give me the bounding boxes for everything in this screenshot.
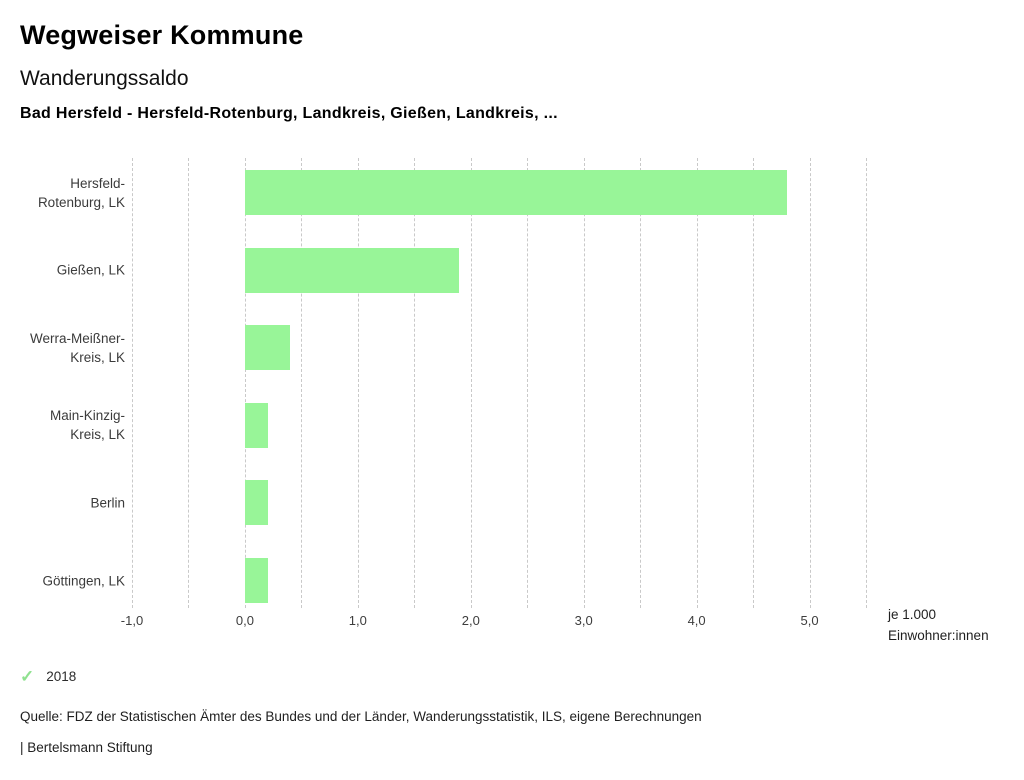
gridline (753, 158, 755, 608)
x-axis-tick: 5,0 (800, 613, 819, 628)
legend-label: 2018 (46, 669, 77, 684)
gridline (357, 158, 359, 608)
x-axis-tick: 2,0 (461, 613, 480, 628)
x-axis-tick: 4,0 (687, 613, 706, 628)
gridline (188, 158, 190, 608)
y-axis-label: Gießen, LK (56, 262, 125, 278)
bar-gießen-lk[interactable] (244, 247, 460, 293)
source-text: Quelle: FDZ der Statistischen Ämter des … (20, 709, 702, 724)
gridline (640, 158, 642, 608)
y-axis-label: Main-Kinzig-Kreis, LK (49, 408, 125, 443)
gridline (132, 158, 133, 608)
x-axis-tick: -1,0 (120, 613, 144, 628)
legend-item-2018[interactable]: ✓ 2018 (20, 668, 76, 685)
y-axis-label: Göttingen, LK (42, 573, 125, 588)
gridline (470, 158, 472, 608)
gridline (244, 158, 246, 608)
axis-unit-label: je 1.000 Einwohner:innen (888, 604, 989, 646)
gridline (866, 158, 867, 608)
x-axis-tick: 1,0 (348, 613, 367, 628)
attribution-text: | Bertelsmann Stiftung (20, 740, 153, 755)
gridline (583, 158, 585, 608)
bar-göttingen-lk[interactable] (244, 558, 268, 603)
x-axis-tick: 0,0 (235, 613, 254, 628)
check-icon: ✓ (20, 667, 35, 686)
x-axis-ticks: -1,0 0,0 1,0 2,0 3,0 4,0 5,0 (121, 613, 866, 631)
bar-berlin[interactable] (244, 480, 268, 526)
gridline (696, 158, 698, 608)
y-axis-label: Hersfeld-Rotenburg, LK (37, 175, 125, 210)
bar-werra-meißner-kreis-lk[interactable] (244, 325, 291, 371)
gridline (527, 158, 529, 608)
gridline (809, 158, 811, 608)
y-axis-labels: Hersfeld-Rotenburg, LK Gießen, LK Werra-Me… (0, 158, 125, 608)
chart-selection: Bad Hersfeld - Hersfeld-Rotenburg, Landk… (20, 105, 558, 122)
gridline (301, 158, 303, 608)
axis-unit-line-1: je 1.000 (888, 607, 937, 622)
axis-unit-line-2: Einwohner:innen (888, 628, 989, 643)
y-axis-label: Berlin (90, 495, 125, 511)
bar-hersfeld-rotenburg-lk[interactable] (244, 170, 787, 215)
chart-title: Wanderungssaldo (20, 67, 189, 90)
gridline (414, 158, 416, 608)
header: Wegweiser Kommune Wanderungssaldo Bad He… (20, 20, 980, 123)
bar-main-kinzig-kreis-lk[interactable] (244, 402, 268, 448)
plot-area (132, 158, 867, 608)
y-axis-label: Werra-Meißner-Kreis, LK (29, 330, 125, 365)
x-axis-tick: 3,0 (574, 613, 593, 628)
page-title: Wegweiser Kommune (20, 20, 304, 50)
